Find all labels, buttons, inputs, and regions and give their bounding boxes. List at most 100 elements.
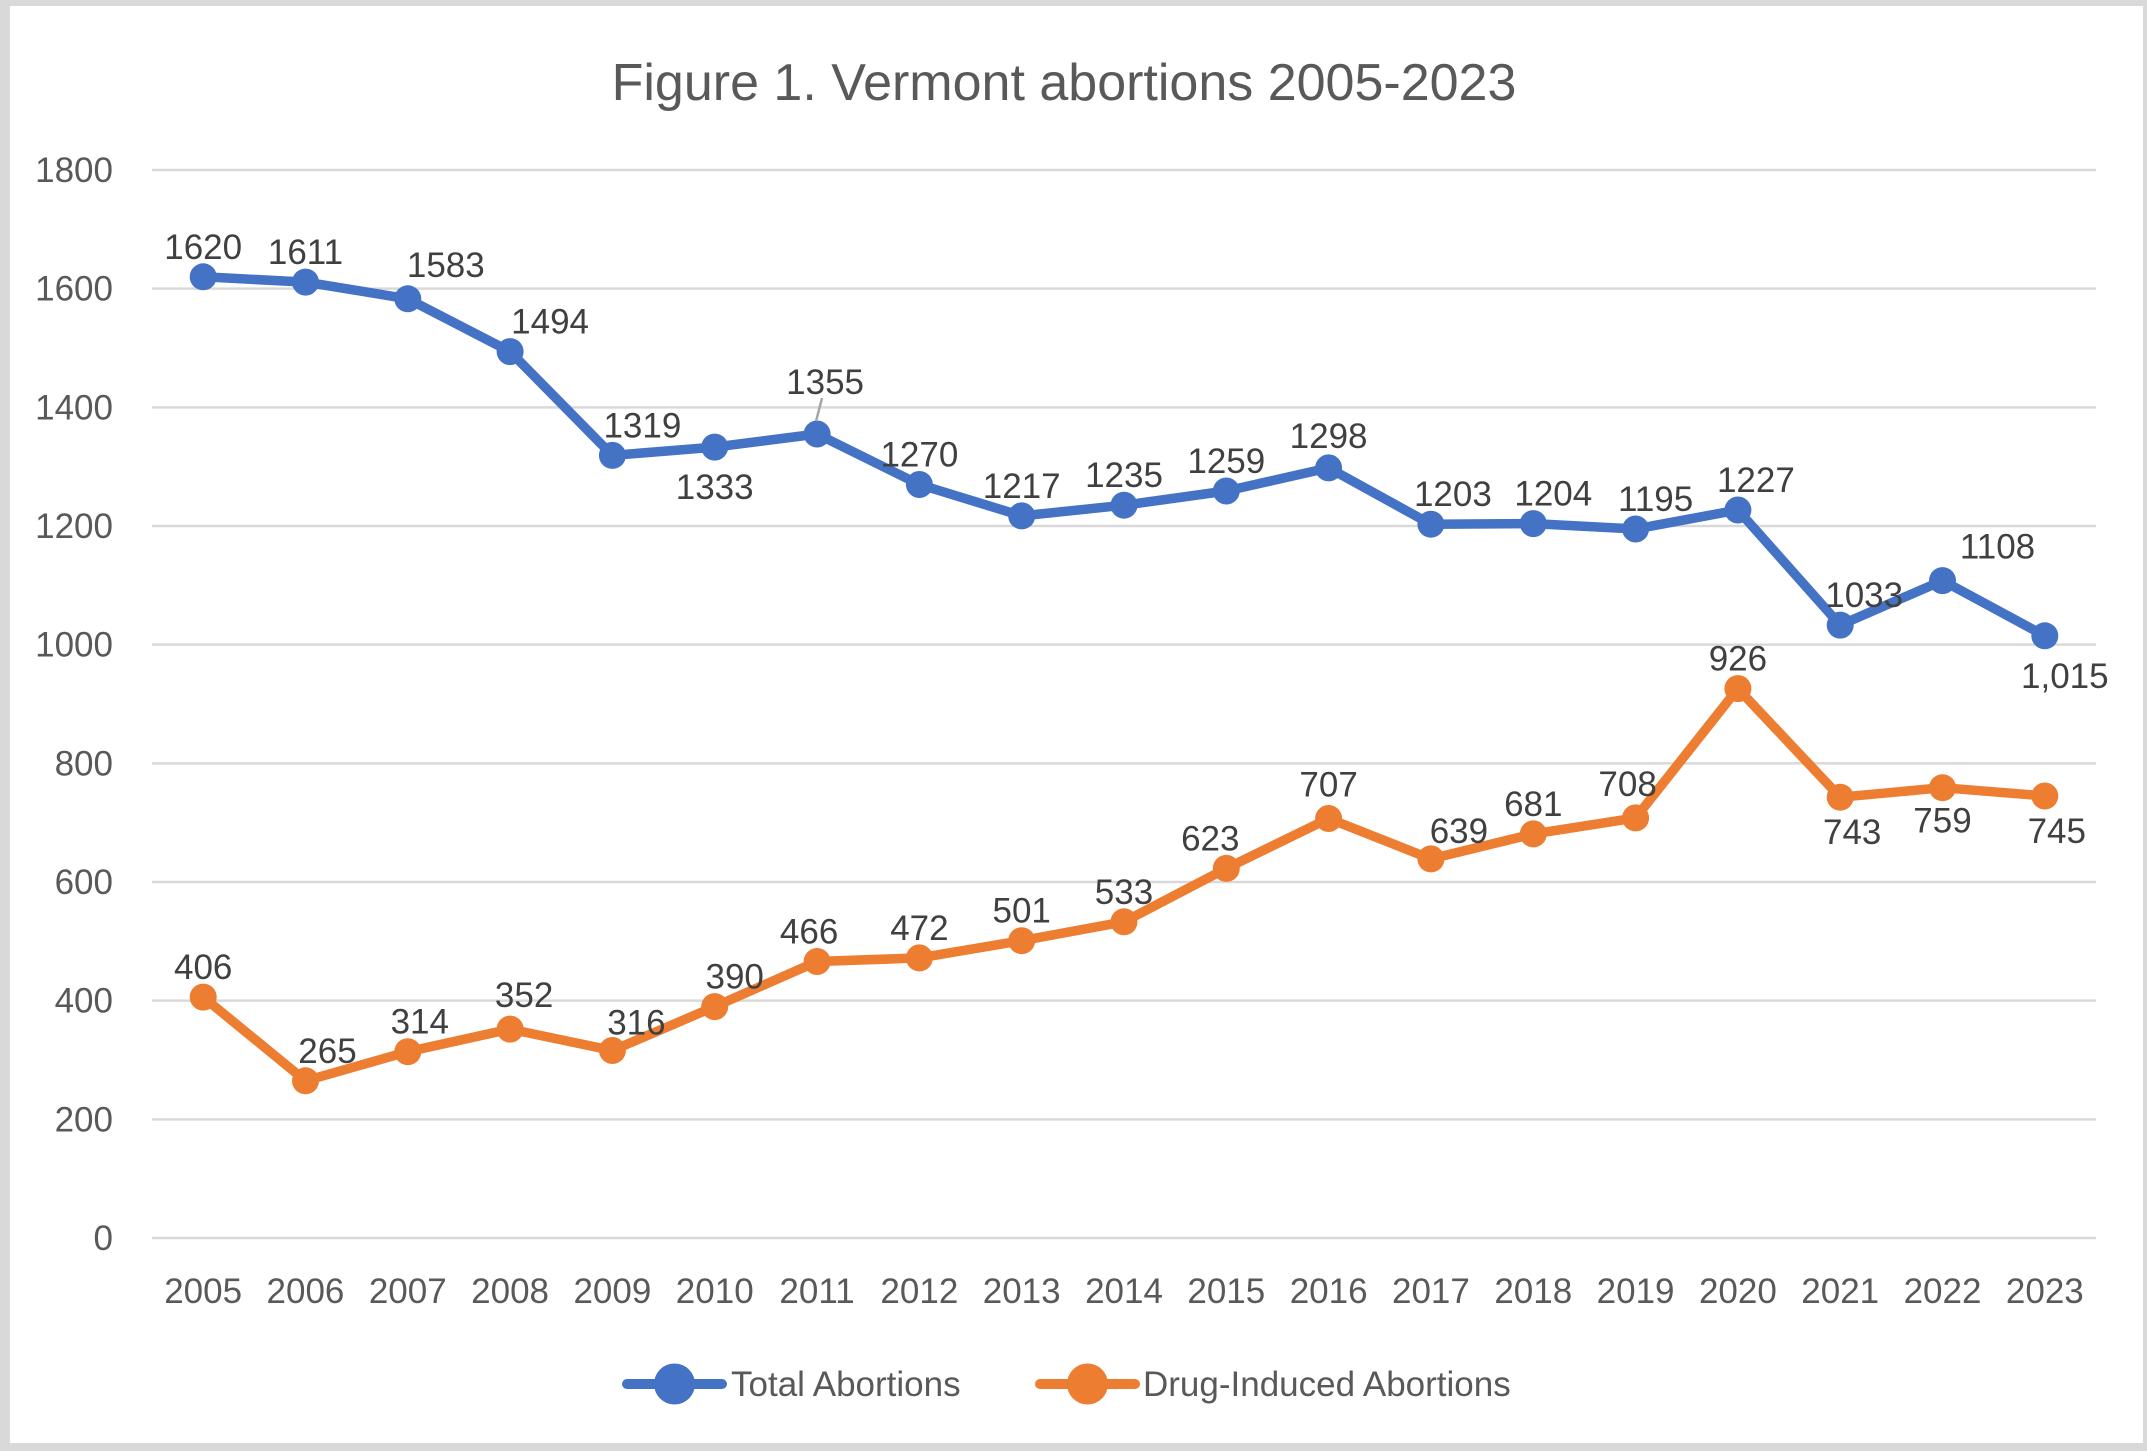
data-point-total-abortions-2006 [292,268,319,296]
legend-marker-dot-total-abortions [654,1363,695,1405]
y-axis-tick-label: 0 [94,1219,113,1258]
legend-item-drug-induced-abortions: Drug-Induced Abortions [1035,1363,1511,1405]
data-point-total-abortions-2011 [803,420,831,448]
data-label-drug-induced-abortions-2015: 623 [1181,819,1239,858]
data-point-total-abortions-2018 [1519,510,1547,538]
data-point-total-abortions-2007 [394,285,422,313]
x-axis-tick-label: 2008 [471,1272,549,1311]
data-point-total-abortions-2012 [905,471,933,498]
data-point-total-abortions-2016 [1315,454,1343,482]
data-label-total-abortions-2016: 1298 [1290,417,1368,456]
data-point-total-abortions-2015 [1212,477,1240,505]
data-point-drug-induced-abortions-2013 [1008,927,1036,955]
data-label-drug-induced-abortions-2006: 265 [298,1032,356,1071]
data-label-drug-induced-abortions-2021: 743 [1823,813,1881,852]
x-axis-tick-label: 2014 [1085,1272,1163,1311]
data-point-drug-induced-abortions-2018 [1519,820,1547,848]
data-label-drug-induced-abortions-2014: 533 [1095,873,1153,912]
data-point-total-abortions-2023 [2031,622,2059,650]
x-axis-tick-label: 2020 [1699,1272,1777,1311]
data-point-drug-induced-abortions-2006 [292,1067,319,1095]
data-label-drug-induced-abortions-2017: 639 [1430,812,1488,851]
chart-title: Figure 1. Vermont abortions 2005-2023 [612,54,1517,112]
x-axis-tick-label: 2017 [1392,1272,1470,1311]
data-label-drug-induced-abortions-2009: 316 [607,1004,665,1043]
data-label-total-abortions-2012: 1270 [880,436,958,475]
y-axis-tick-label: 1200 [35,507,113,546]
data-label-total-abortions-2013: 1217 [983,467,1061,506]
y-axis-tick-label: 1800 [35,151,113,190]
legend-label-total-abortions: Total Abortions [731,1365,961,1404]
y-axis-tick-label: 600 [55,863,113,902]
data-point-total-abortions-2009 [598,441,626,469]
x-axis-tick-label: 2006 [267,1272,345,1311]
data-point-drug-induced-abortions-2014 [1110,908,1138,936]
legend-item-total-abortions: Total Abortions [622,1363,961,1405]
data-point-drug-induced-abortions-2008 [496,1015,524,1043]
data-label-drug-induced-abortions-2011: 466 [780,913,838,952]
data-label-drug-induced-abortions-2016: 707 [1299,766,1357,805]
data-point-total-abortions-2014 [1110,491,1138,519]
data-label-total-abortions-2009: 1319 [603,406,681,445]
x-axis-tick-label: 2009 [573,1272,651,1311]
data-label-drug-induced-abortions-2012: 472 [890,909,948,948]
data-point-total-abortions-2010 [701,433,729,461]
y-axis-tick-label: 1000 [35,626,113,665]
y-axis-tick-label: 200 [55,1100,113,1139]
data-point-drug-induced-abortions-2017 [1417,845,1445,873]
x-axis-tick-label: 2012 [880,1272,958,1311]
data-point-total-abortions-2022 [1929,567,1956,595]
x-axis-tick-label: 2011 [779,1272,854,1311]
data-point-total-abortions-2019 [1622,515,1650,543]
window-border-top [0,0,2147,6]
data-label-total-abortions-2005: 1620 [164,228,242,267]
data-label-total-abortions-2019: 1195 [1618,480,1693,519]
data-point-drug-induced-abortions-2021 [1826,783,1854,811]
data-point-total-abortions-2005 [189,263,217,291]
data-point-drug-induced-abortions-2007 [394,1038,422,1066]
data-label-drug-induced-abortions-2020: 926 [1709,640,1767,679]
data-label-drug-induced-abortions-2010: 390 [705,958,763,997]
x-axis-tick-label: 2018 [1494,1272,1572,1311]
data-label-drug-induced-abortions-2019: 708 [1598,765,1656,804]
data-point-drug-induced-abortions-2010 [701,993,729,1021]
data-point-drug-induced-abortions-2023 [2031,782,2059,810]
data-label-drug-induced-abortions-2008: 352 [495,976,553,1015]
x-axis-tick-label: 2021 [1801,1272,1879,1311]
data-point-total-abortions-2013 [1008,502,1036,530]
data-point-drug-induced-abortions-2011 [803,948,831,975]
x-axis-tick-label: 2015 [1187,1272,1265,1311]
data-point-total-abortions-2020 [1724,496,1752,524]
data-label-total-abortions-2021: 1033 [1825,576,1903,615]
legend-label-drug-induced-abortions: Drug-Induced Abortions [1143,1365,1511,1404]
data-label-total-abortions-2022: 1108 [1960,528,2035,567]
data-point-total-abortions-2017 [1417,510,1445,538]
data-label-total-abortions-2020: 1227 [1717,461,1795,500]
window-border-bottom [0,1443,2147,1451]
data-point-drug-induced-abortions-2016 [1315,805,1343,832]
data-label-drug-induced-abortions-2022: 759 [1913,802,1971,841]
x-axis-tick-label: 2005 [164,1272,242,1311]
data-label-total-abortions-2015: 1259 [1187,442,1265,481]
data-label-drug-induced-abortions-2013: 501 [992,892,1050,931]
data-label-drug-induced-abortions-2007: 314 [391,1003,449,1042]
data-label-leader-line [814,397,824,422]
y-axis-tick-label: 400 [55,982,113,1021]
x-axis-tick-label: 2016 [1290,1272,1368,1311]
x-axis-tick-label: 2013 [983,1272,1061,1311]
data-label-total-abortions-2014: 1235 [1085,456,1163,495]
data-label-total-abortions-2007: 1583 [407,246,485,285]
data-label-drug-induced-abortions-2023: 745 [2028,812,2086,851]
y-axis-tick-label: 800 [55,744,113,783]
x-axis-tick-label: 2022 [1904,1272,1982,1311]
data-point-drug-induced-abortions-2019 [1622,804,1650,832]
data-point-total-abortions-2021 [1826,611,1854,639]
data-point-drug-induced-abortions-2005 [189,983,217,1011]
data-label-total-abortions-2008: 1494 [511,303,589,342]
data-label-total-abortions-2006: 1611 [268,233,343,272]
data-label-total-abortions-2018: 1204 [1514,475,1592,514]
data-label-total-abortions-2011: 1355 [786,363,864,402]
